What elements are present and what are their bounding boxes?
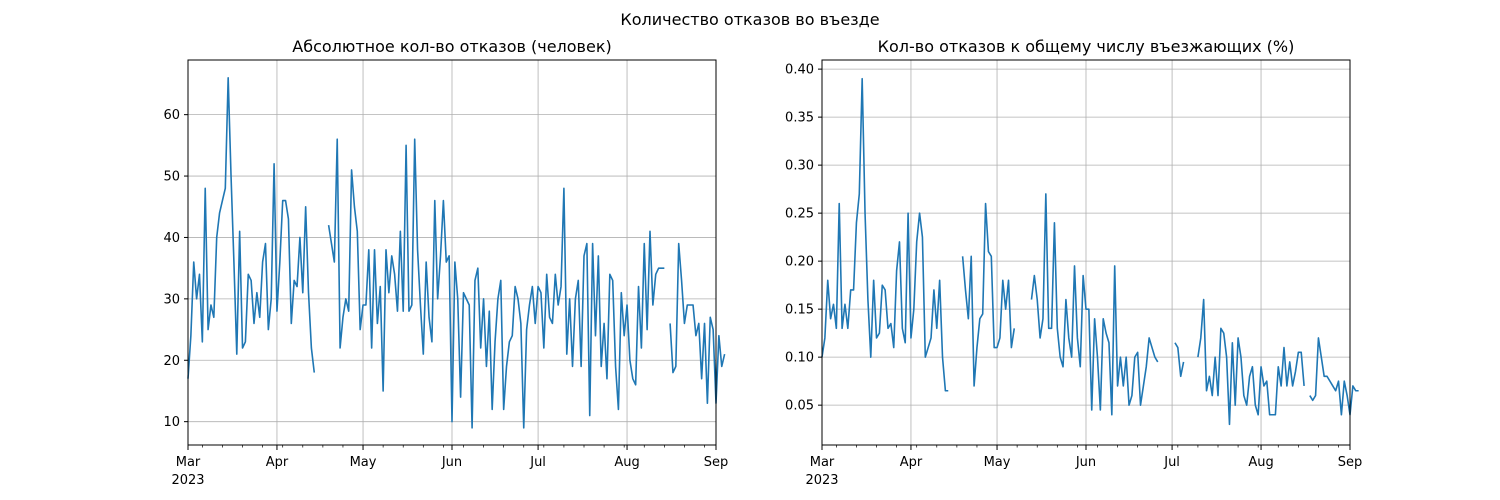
right-chart-title: Кол-во отказов к общему числу въезжающих… [878,37,1295,56]
left-ytick-label: 40 [163,231,180,246]
left-ytick-label: 60 [163,108,180,123]
right-ytick-label: 0.20 [785,255,814,270]
left-ticks: 10 20 30 40 50 60 Mar 2023 Apr May Jun Jul Aug Sep [163,108,728,488]
left-series-line [187,77,726,429]
right-xtick-label: Jul [1163,455,1180,470]
right-ytick-label: 0.10 [785,351,814,366]
left-xtick-label: May [350,455,377,470]
left-xtick-label: Aug [614,455,639,470]
right-xtick-label: Jun [1075,455,1096,470]
left-subplot: Абсолютное кол-во отказов (человек) 10 20… [163,37,728,488]
left-xtick-label: Jun [441,455,462,470]
right-gridlines [821,60,1351,445]
right-xtick-label: Sep [1338,455,1363,470]
right-ytick-label: 0.25 [785,207,814,222]
right-series-line [821,77,1359,426]
left-data-series [187,77,726,429]
left-ytick-label: 50 [163,170,180,185]
left-ytick-label: 20 [163,354,180,369]
left-chart-title: Абсолютное кол-во отказов (человек) [292,37,611,56]
right-ytick-label: 0.15 [785,303,814,318]
left-ytick-label: 30 [163,292,180,307]
right-xtick-label: May [984,455,1011,470]
left-xtick-label: Sep [704,455,729,470]
figure-title: Количество отказов во въезде [620,10,879,29]
left-plot-frame [187,59,717,446]
right-xtick-label: Aug [1248,455,1273,470]
left-xtick-sublabel: 2023 [171,473,204,488]
right-data-series [821,77,1359,426]
right-xtick-label: Apr [900,455,923,470]
right-ytick-label: 0.35 [785,111,814,126]
left-ytick-label: 10 [163,415,180,430]
right-ytick-label: 0.30 [785,159,814,174]
left-xtick-label: Mar [176,455,201,470]
right-ytick-label: 0.05 [785,399,814,414]
right-xtick-sublabel: 2023 [805,473,838,488]
left-xtick-label: Jul [529,455,546,470]
right-plot-frame [821,59,1351,446]
right-ytick-label: 0.40 [785,63,814,78]
right-xtick-label: Mar [810,455,835,470]
right-ticks: 0.05 0.10 0.15 0.20 0.25 0.30 0.35 0.40 Mar 2023 A… [785,63,1362,488]
left-xtick-label: Apr [266,455,289,470]
right-subplot: Кол-во отказов к общему числу въезжающих… [785,37,1362,488]
